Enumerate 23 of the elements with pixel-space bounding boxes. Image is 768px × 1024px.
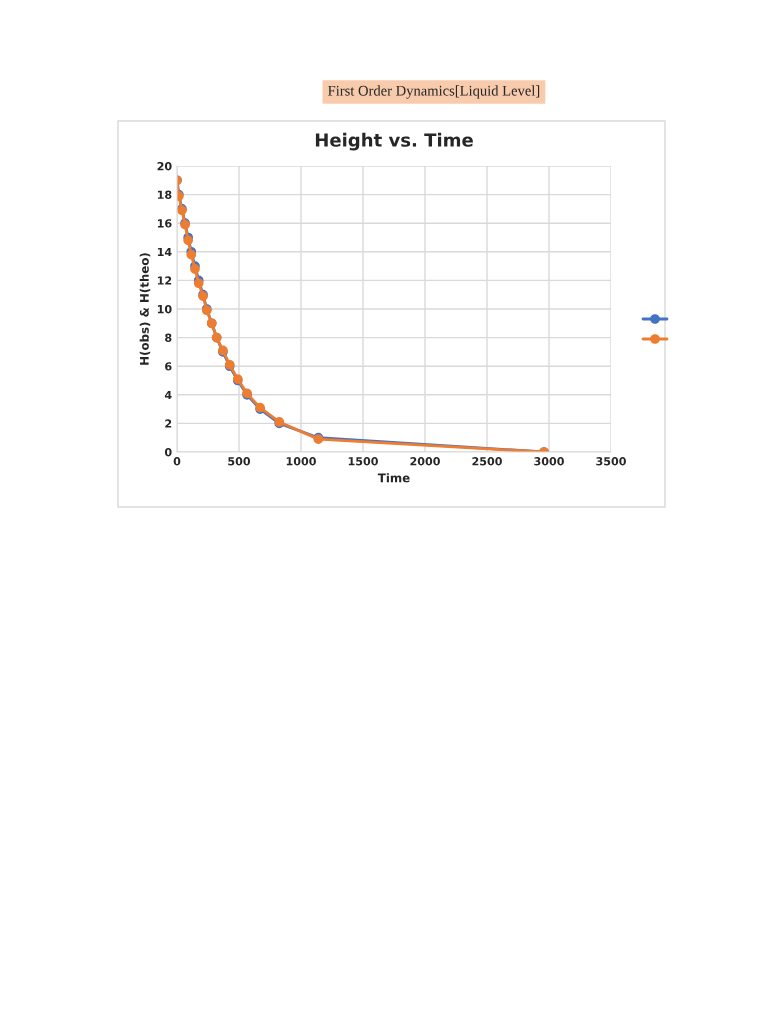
x-tick-label: 3500 <box>596 457 626 466</box>
y-tick-label: 12 <box>157 276 172 285</box>
x-tick-label: 0 <box>173 457 181 466</box>
y-tick-label: 10 <box>157 304 172 314</box>
y-tick-label: 6 <box>165 362 172 371</box>
x-tick-label: 3000 <box>534 457 564 466</box>
y-tick-label: 14 <box>157 247 172 257</box>
chart-title: Height vs. Time <box>315 132 473 151</box>
y-axis-title: H(obs) & H(theo) <box>139 253 151 365</box>
y-tick-label: 16 <box>157 219 172 228</box>
text: First Order Dynamics[Liquid Level] <box>328 85 540 99</box>
y-tick-label: 8 <box>165 333 172 342</box>
y-tick-label: 18 <box>157 190 172 199</box>
x-tick-label: 2000 <box>410 457 440 466</box>
x-tick-label: 1000 <box>286 457 316 466</box>
y-tick-label: 20 <box>157 161 172 171</box>
y-tick-label: 2 <box>165 419 172 428</box>
x-tick-label: 2500 <box>472 457 502 466</box>
y-tick-label: 0 <box>164 447 172 457</box>
y-tick-label: 4 <box>164 390 172 400</box>
x-tick-label: 500 <box>228 457 251 466</box>
x-tick-label: 1500 <box>348 457 378 466</box>
x-axis-title: Time <box>377 473 410 483</box>
